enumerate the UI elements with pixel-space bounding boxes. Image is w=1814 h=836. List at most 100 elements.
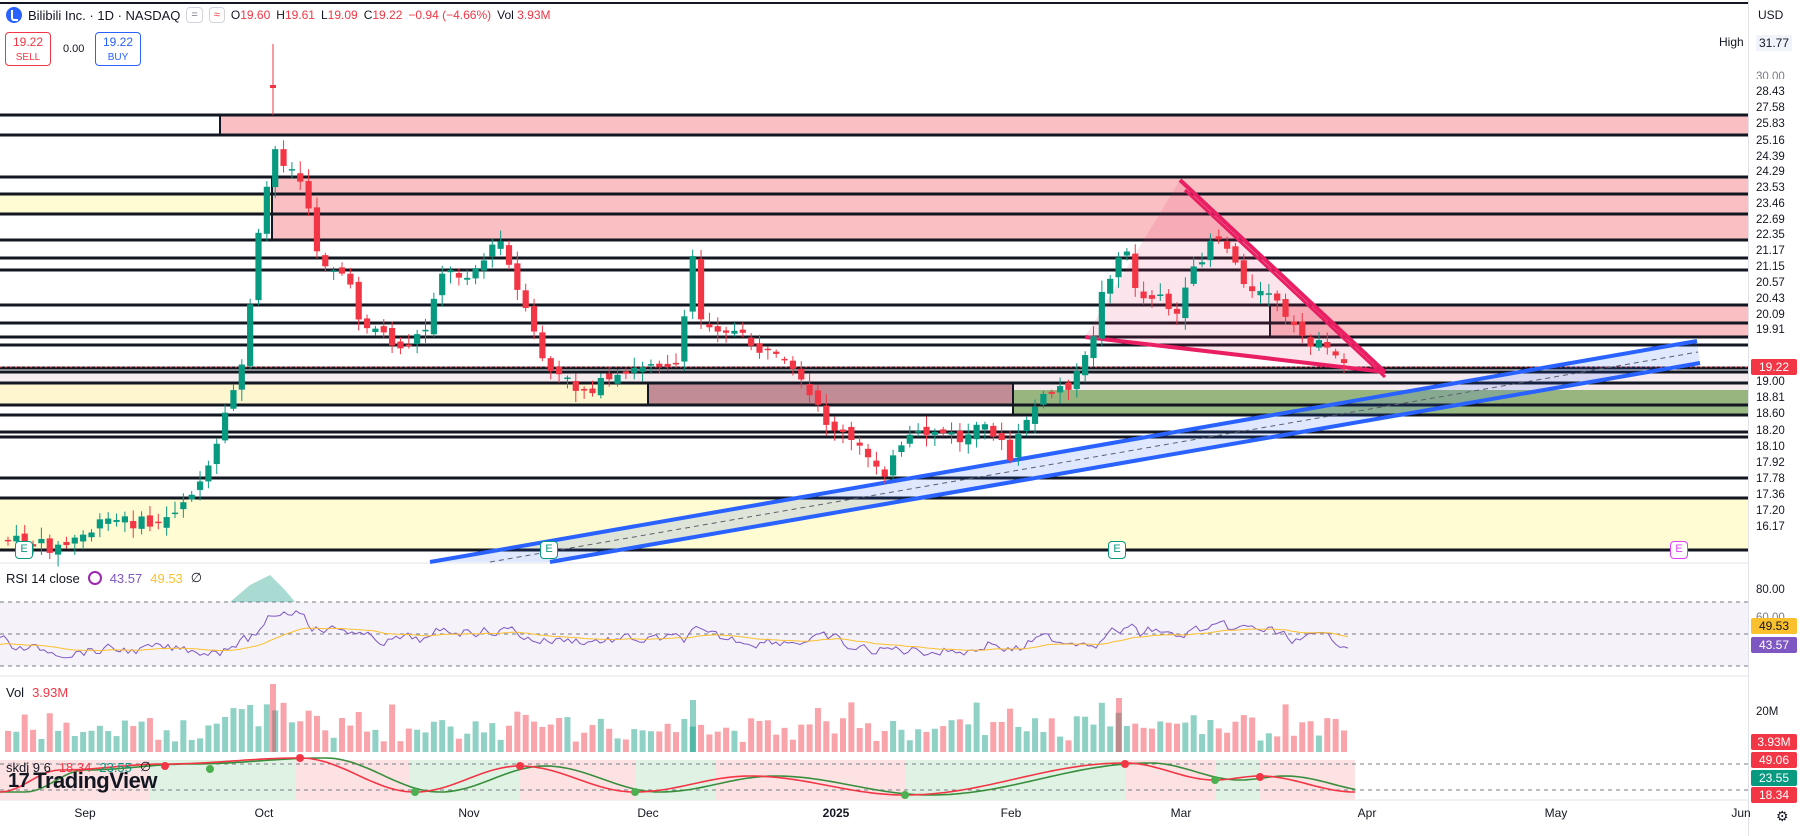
price-axis-label: 18.81: [1756, 392, 1785, 404]
time-axis-label: Feb: [1000, 806, 1022, 820]
candle-body: [1340, 359, 1348, 364]
candle-body: [1249, 286, 1256, 292]
candle-body: [556, 367, 563, 375]
candle-body: [305, 181, 312, 209]
volume-bar: [940, 726, 947, 752]
volume-bar: [597, 718, 604, 752]
earnings-marker[interactable]: E: [15, 541, 33, 559]
wedge-fill: [1085, 180, 1385, 372]
compact-legend-button[interactable]: =: [186, 7, 203, 23]
candle-body: [706, 324, 713, 328]
price-axis-label: 17.78: [1756, 473, 1785, 485]
candle-body: [13, 535, 20, 542]
skdj-signal-band: [295, 760, 410, 800]
candle-body: [1073, 371, 1080, 390]
volume-bar: [489, 723, 496, 752]
earnings-marker-upcoming[interactable]: E: [1670, 541, 1688, 559]
sell-button[interactable]: 19.22 SELL: [5, 32, 51, 66]
candle-body: [272, 149, 279, 188]
candle-body: [155, 521, 162, 524]
volume-bar: [990, 722, 997, 752]
price-axis-label: 20.09: [1756, 309, 1785, 321]
time-axis-label: Apr: [1357, 806, 1377, 820]
volume-bar: [1324, 718, 1331, 752]
candle-body: [714, 326, 721, 332]
symbol-title[interactable]: Bilibili Inc. · 1D · NASDAQ: [28, 7, 181, 23]
skdj-title: skdj 9 6: [6, 759, 51, 775]
volume-bar: [1282, 704, 1289, 752]
volume-bar: [714, 731, 721, 752]
candle-body: [1115, 257, 1122, 278]
candle-body: [113, 519, 120, 522]
volume-axis-label: 20M: [1756, 706, 1779, 718]
price-axis-label: 17.20: [1756, 505, 1785, 517]
rsi-visibility-icon[interactable]: [87, 571, 102, 585]
tradingview-logo[interactable]: 17 TradingView: [8, 768, 157, 794]
settings-gear-icon[interactable]: ⚙: [1776, 808, 1789, 824]
candle-body: [948, 432, 955, 435]
candle-body: [263, 186, 270, 234]
candle-body: [1123, 251, 1130, 256]
volume-bar: [831, 733, 838, 752]
price-zone: [272, 177, 1748, 240]
volume-bar: [146, 718, 153, 752]
approximate-button[interactable]: ≈: [208, 7, 225, 23]
skdj-cross-dot: [1121, 760, 1129, 768]
currency-label[interactable]: USD: [1758, 8, 1784, 22]
candle-body: [956, 430, 963, 443]
price-axis-label: 20.57: [1756, 277, 1785, 289]
volume-bar: [572, 741, 579, 752]
volume-bar: [1199, 734, 1206, 752]
candle-body: [389, 327, 396, 346]
volume-bar: [13, 731, 20, 752]
volume-bar: [330, 737, 337, 752]
skdj-k-line: [0, 757, 1356, 796]
candle-body: [998, 432, 1005, 441]
rsi-axis-label-partial: 60.00: [1756, 612, 1785, 618]
volume-bar: [814, 708, 821, 752]
volume-bar: [1190, 715, 1197, 752]
candle-body: [71, 537, 78, 544]
candle-body: [839, 429, 847, 432]
candle-body: [338, 267, 346, 274]
candle-body: [864, 448, 872, 458]
rsi-legend[interactable]: RSI 14 close 43.57 49.53 ∅: [6, 570, 202, 586]
candle-body: [255, 232, 262, 301]
rsi-ma-line: [0, 627, 1349, 652]
volume-bar: [30, 729, 37, 752]
candle-body: [906, 434, 913, 444]
skdj-d-tag: 23.55: [1751, 770, 1797, 786]
main-chart-canvas[interactable]: [0, 0, 1748, 836]
volume-bar: [1257, 740, 1264, 752]
candle-body: [188, 494, 195, 500]
candle-body: [46, 538, 53, 553]
earnings-marker[interactable]: E: [1108, 541, 1126, 559]
rsi-line: [0, 610, 1349, 659]
candle-body: [1207, 240, 1214, 261]
skdj-legend[interactable]: skdj 9 6 18.34 23.55 ∅: [6, 759, 151, 775]
candle-body: [1198, 262, 1206, 265]
price-axis-label: 24.39: [1756, 151, 1785, 163]
volume-bar: [823, 721, 830, 752]
volume-bar: [138, 721, 145, 752]
volume-bar: [923, 731, 930, 752]
volume-bar: [1165, 722, 1172, 752]
candle-body: [1023, 419, 1030, 432]
volume-bar: [422, 732, 429, 752]
volume-bar: [172, 741, 178, 752]
price-axis-label: 28.43: [1756, 86, 1785, 98]
volume-pane-legend[interactable]: Vol 3.93M: [6, 685, 68, 700]
volume-bar: [890, 720, 897, 752]
candle-body: [672, 362, 680, 365]
price-axis[interactable]: [1748, 0, 1814, 836]
candle-body: [80, 534, 87, 542]
candle-body: [330, 270, 337, 272]
buy-button[interactable]: 19.22 BUY: [95, 32, 141, 66]
price-zone: [0, 194, 272, 214]
volume-bar: [647, 731, 654, 752]
candle-body: [530, 306, 538, 332]
volume-bar: [622, 739, 629, 752]
earnings-marker[interactable]: E: [540, 541, 558, 559]
candle-body: [823, 405, 830, 425]
price-axis-label: 20.43: [1756, 293, 1785, 305]
